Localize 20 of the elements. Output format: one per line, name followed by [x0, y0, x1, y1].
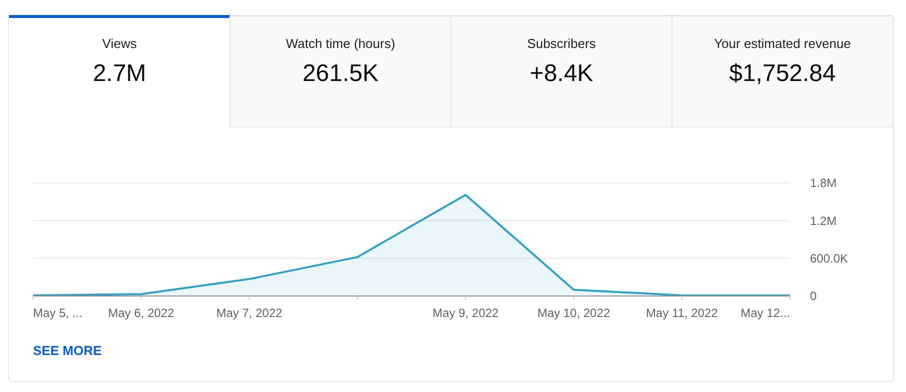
- text: $1,752.84: [729, 60, 836, 87]
- y-tick-label: 1.8M: [810, 176, 837, 190]
- x-tick-label: May 11, 2022: [646, 306, 718, 320]
- y-tick-label: 600.0K: [810, 252, 848, 266]
- text: 2.7M: [92, 60, 146, 87]
- text: SEE MORE: [33, 343, 102, 358]
- x-tick-label: May 10, 2022: [537, 306, 610, 320]
- text: Your estimated revenue: [714, 36, 851, 51]
- x-tick-label: May 6, 2022: [108, 306, 174, 320]
- x-tick-label: May 7, 2022: [216, 306, 283, 320]
- text: Views: [102, 36, 138, 51]
- text: Subscribers: [527, 36, 596, 51]
- x-tick-label: May 5, ...: [33, 306, 82, 320]
- x-tick-label: May 9, 2022: [432, 306, 499, 320]
- y-tick-label: 1.2M: [810, 214, 837, 228]
- y-tick-label: 0: [810, 289, 817, 304]
- text: 261.5K: [302, 60, 379, 87]
- text: +8.4K: [530, 60, 594, 87]
- text: Watch time (hours): [286, 36, 396, 51]
- x-tick-label: May 12...: [740, 306, 790, 320]
